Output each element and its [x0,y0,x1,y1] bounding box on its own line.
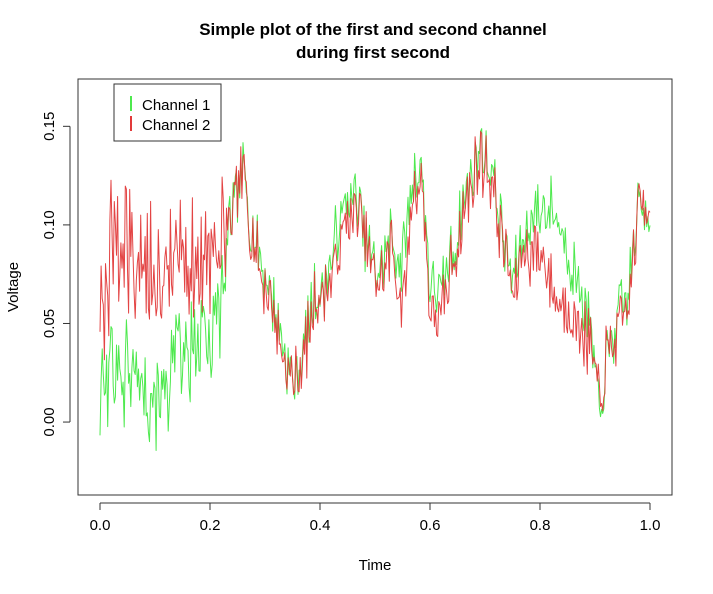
series-layer [99,128,651,452]
legend: Channel 1 Channel 2 [113,83,222,142]
x-tick-label: 0.6 [420,517,441,534]
series-line-channel-1 [99,128,651,452]
x-tick-label: 0.4 [310,517,331,534]
legend-label-channel-1: Channel 1 [142,97,210,114]
y-tick-label: 0.15 [41,112,58,141]
x-tick-label: 0.0 [90,517,111,534]
plot-frame [77,78,673,496]
y-axis-label: Voltage [5,262,22,312]
x-tick-label: 0.2 [200,517,221,534]
chart-title: Simple plot of the first and second chan… [199,20,547,39]
legend-label-channel-2: Channel 2 [142,117,210,134]
y-tick-label: 0.10 [41,210,58,239]
series-line-channel-2 [99,131,651,412]
x-axis-label: Time [359,557,392,574]
x-axis: 0.0 0.2 0.4 0.6 0.8 1.0 [90,502,661,534]
x-tick-label: 0.8 [530,517,551,534]
y-tick-label: 0.00 [41,407,58,436]
y-tick-label: 0.05 [41,309,58,338]
legend-box [113,83,222,142]
y-axis: 0.00 0.05 0.10 0.15 [41,112,71,437]
chart-subtitle: during first second [296,43,450,62]
x-tick-label: 1.0 [640,517,661,534]
